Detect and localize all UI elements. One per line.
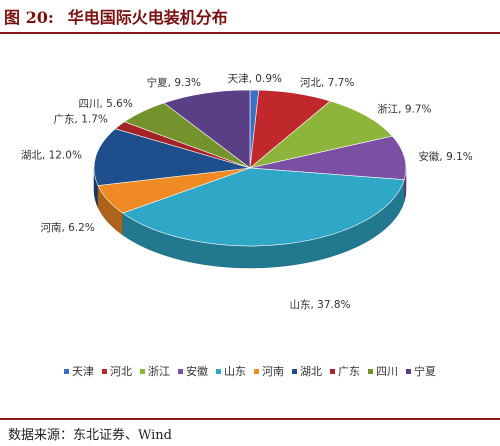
legend-item-宁夏: 宁夏 (406, 363, 436, 379)
legend-label: 浙江 (148, 365, 170, 378)
legend-swatch (140, 368, 145, 374)
legend-label: 河南 (262, 365, 284, 378)
legend-item-浙江: 浙江 (140, 363, 170, 379)
slice-label-浙江: 浙江, 9.7% (377, 103, 431, 115)
slice-label-河南: 河南, 6.2% (40, 221, 94, 234)
legend-item-山东: 山东 (216, 363, 246, 379)
source-footer: 数据来源：东北证券、Wind (0, 418, 500, 446)
legend-item-安徽: 安徽 (178, 363, 208, 379)
slice-label-四川: 四川, 5.6% (78, 98, 132, 110)
slice-label-湖北: 湖北, 12.0% (21, 149, 82, 161)
pie-labels: 天津, 0.9% 河北, 7.7% 浙江, 9.7% 安徽, 9.1% 山东, 37.8… (21, 73, 473, 311)
pie-slice-宁夏 (163, 89, 251, 169)
legend-swatch (178, 368, 183, 374)
legend-item-河南: 河南 (254, 363, 284, 379)
legend-item-天津: 天津 (64, 363, 94, 379)
pie-slice-浙江 (249, 100, 393, 169)
legend-label: 山东 (224, 365, 246, 378)
legend-label: 天津 (72, 365, 94, 378)
pie-side-walls (93, 167, 407, 269)
legend-swatch (216, 368, 221, 374)
chart-legend: 天津 河北 浙江 安徽 山东 河南 湖北 广东 四川 宁夏 (0, 360, 500, 382)
pie-slice-山东 (122, 167, 405, 247)
figure-title: 华电国际火电装机分布 (67, 8, 228, 27)
legend-item-四川: 四川 (368, 363, 398, 379)
legend-swatch (330, 368, 335, 374)
legend-label: 河北 (110, 365, 132, 378)
pie-chart: 天津, 0.9% 河北, 7.7% 浙江, 9.7% 安徽, 9.1% 山东, 37.8… (21, 73, 473, 311)
slice-label-广东: 广东, 1.7% (54, 113, 108, 126)
legend-swatch (368, 368, 373, 374)
legend-swatch (102, 368, 107, 374)
slice-label-天津: 天津, 0.9% (228, 73, 282, 85)
legend-item-河北: 河北 (102, 363, 132, 379)
legend-item-广东: 广东 (330, 363, 360, 379)
figure-label: 图 20: (4, 8, 54, 27)
legend-label: 宁夏 (414, 365, 436, 378)
legend-label: 湖北 (300, 365, 322, 378)
legend-swatch (292, 368, 297, 374)
slice-label-山东: 山东, 37.8% (289, 298, 350, 311)
slice-label-河北: 河北, 7.7% (300, 77, 354, 89)
legend-swatch (254, 368, 259, 374)
source-text: 数据来源：东北证券、Wind (8, 427, 172, 443)
legend-item-湖北: 湖北 (292, 363, 322, 379)
slice-label-安徽: 安徽, 9.1% (418, 150, 472, 163)
legend-swatch (406, 368, 411, 374)
slice-label-宁夏: 宁夏, 9.3% (147, 76, 201, 89)
pie-top (93, 89, 407, 247)
figure-header: 图 20: 华电国际火电装机分布 (0, 0, 500, 34)
legend-label: 广东 (338, 365, 360, 378)
pie-slice-安徽 (249, 135, 407, 181)
legend-label: 安徽 (186, 365, 208, 378)
legend-label: 四川 (376, 365, 398, 378)
legend-swatch (64, 368, 69, 374)
pie-slice-湖北 (93, 128, 251, 186)
